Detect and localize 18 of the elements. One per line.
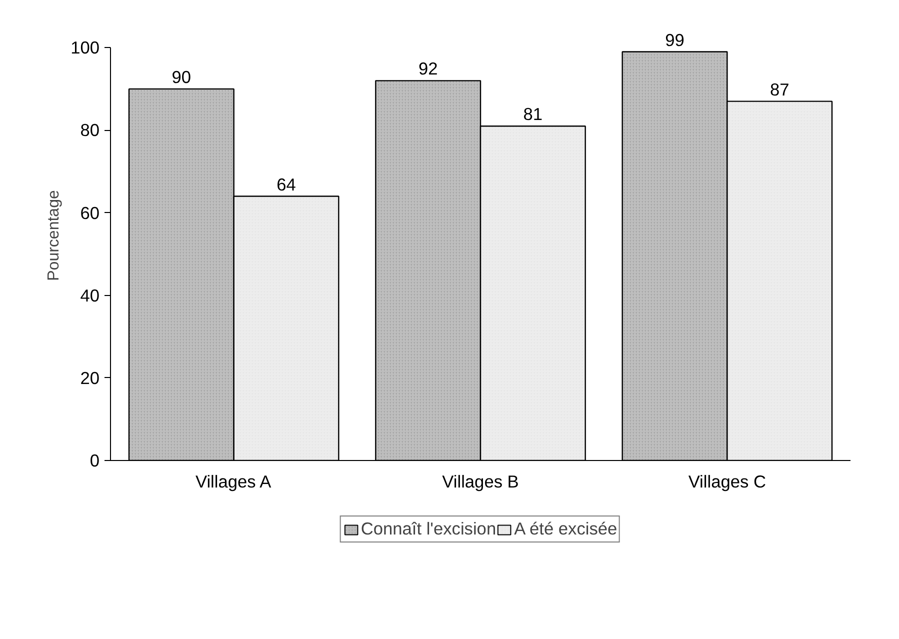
- y-tick-label: 40: [80, 285, 100, 306]
- data-label: 92: [418, 58, 438, 79]
- legend-label: Connaît l'excision: [360, 518, 496, 540]
- y-tick-label: 60: [80, 202, 100, 223]
- x-tick-label: Villages B: [442, 472, 519, 492]
- y-tick-label: 0: [90, 450, 100, 470]
- x-tick-label: Villages C: [688, 472, 766, 492]
- x-tick-label: Villages A: [195, 472, 272, 492]
- data-label: 99: [665, 30, 684, 50]
- y-tick-label: 80: [80, 120, 100, 140]
- data-label: 81: [523, 104, 543, 124]
- y-axis-title: Pourcentage: [46, 190, 63, 281]
- legend-label: A été excisée: [514, 518, 618, 540]
- y-tick-label: 100: [70, 38, 100, 58]
- data-label: 64: [276, 174, 296, 194]
- y-tick-label: 20: [80, 368, 100, 388]
- data-label: 87: [770, 79, 790, 100]
- data-label: 90: [172, 66, 192, 87]
